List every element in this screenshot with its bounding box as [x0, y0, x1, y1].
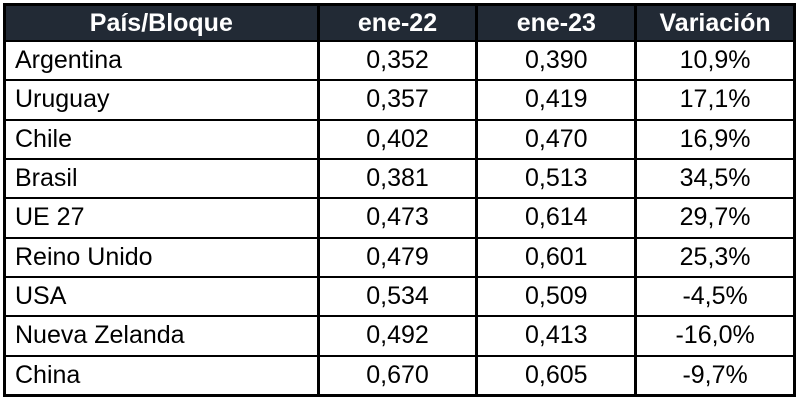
table-row: Brasil 0,381 0,513 34,5% [3, 157, 796, 200]
country-comparison-table: País/Bloque ene-22 ene-23 Variación Arge… [3, 3, 796, 397]
cell-pais: Brasil [3, 157, 320, 200]
cell-pais: Chile [3, 118, 320, 160]
cell-ene22: 0,357 [316, 79, 479, 121]
cell-ene23: 0,390 [475, 39, 638, 82]
cell-ene23: 0,419 [475, 79, 638, 121]
column-header-variacion: Variación [634, 3, 796, 42]
table-row: Argentina 0,352 0,390 10,9% [3, 39, 796, 82]
column-header-ene-23: ene-23 [475, 3, 638, 42]
cell-pais: USA [3, 275, 320, 318]
header-row: País/Bloque ene-22 ene-23 Variación [3, 3, 796, 42]
cell-ene22: 0,534 [316, 275, 479, 318]
cell-variacion: 34,5% [634, 157, 796, 200]
cell-pais: Reino Unido [3, 236, 320, 278]
cell-variacion: -16,0% [634, 315, 796, 357]
cell-ene22: 0,670 [316, 354, 479, 397]
cell-ene22: 0,352 [316, 39, 479, 82]
cell-variacion: -4,5% [634, 275, 796, 318]
table-row: Reino Unido 0,479 0,601 25,3% [3, 236, 796, 278]
cell-ene23: 0,513 [475, 157, 638, 200]
cell-variacion: 10,9% [634, 39, 796, 82]
table-row: Chile 0,402 0,470 16,9% [3, 118, 796, 160]
cell-ene23: 0,605 [475, 354, 638, 397]
cell-pais: Argentina [3, 39, 320, 82]
cell-ene22: 0,492 [316, 315, 479, 357]
cell-ene22: 0,381 [316, 157, 479, 200]
cell-pais: Nueva Zelanda [3, 315, 320, 357]
cell-pais: Uruguay [3, 79, 320, 121]
cell-variacion: 17,1% [634, 79, 796, 121]
cell-ene23: 0,509 [475, 275, 638, 318]
column-header-ene-22: ene-22 [316, 3, 479, 42]
cell-pais: UE 27 [3, 197, 320, 239]
cell-variacion: -9,7% [634, 354, 796, 397]
table-row: Uruguay 0,357 0,419 17,1% [3, 79, 796, 121]
cell-ene22: 0,473 [316, 197, 479, 239]
column-header-pais-bloque: País/Bloque [3, 3, 320, 42]
cell-variacion: 16,9% [634, 118, 796, 160]
cell-pais: China [3, 354, 320, 397]
cell-ene23: 0,614 [475, 197, 638, 239]
cell-ene22: 0,402 [316, 118, 479, 160]
cell-variacion: 25,3% [634, 236, 796, 278]
table-row: Nueva Zelanda 0,492 0,413 -16,0% [3, 315, 796, 357]
table-row: China 0,670 0,605 -9,7% [3, 354, 796, 397]
cell-ene23: 0,601 [475, 236, 638, 278]
cell-ene23: 0,413 [475, 315, 638, 357]
cell-ene22: 0,479 [316, 236, 479, 278]
cell-ene23: 0,470 [475, 118, 638, 160]
cell-variacion: 29,7% [634, 197, 796, 239]
table-row: USA 0,534 0,509 -4,5% [3, 275, 796, 318]
table-row: UE 27 0,473 0,614 29,7% [3, 197, 796, 239]
